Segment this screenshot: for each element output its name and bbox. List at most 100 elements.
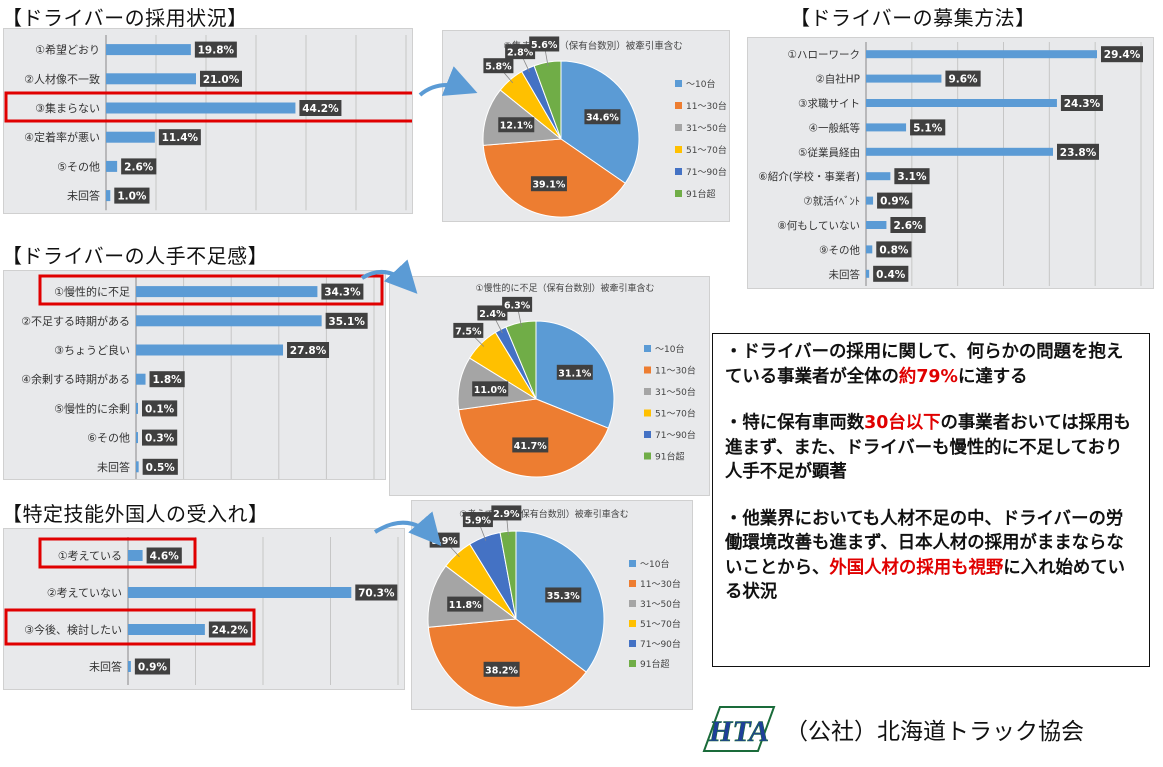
bar [136,315,322,327]
pie-data-label: 6.3% [502,296,533,327]
svg-text:51～70台: 51～70台 [686,144,727,156]
svg-text:1.8%: 1.8% [153,374,183,386]
pie-data-label: 41.7% [512,437,549,453]
svg-text:91台超: 91台超 [640,658,669,670]
data-label: 0.3% [142,429,178,446]
bar [106,160,118,172]
svg-text:21.0%: 21.0% [203,74,240,86]
data-label: 5.1% [910,119,946,136]
legend-entry: 71～90台 [629,638,681,650]
highlight-box [4,91,412,123]
legend-entry: 51～70台 [675,144,727,156]
category-label: ①考えている [58,550,122,563]
category-label: ⑧何もしていない [777,219,860,232]
data-label: 21.0% [200,70,242,87]
data-label: 0.8% [876,241,912,258]
pie-data-label: 7.5% [453,322,485,347]
svg-text:35.1%: 35.1% [328,316,365,328]
svg-text:91台超: 91台超 [686,188,715,200]
svg-text:1.0%: 1.0% [117,191,147,203]
foreign-bar-chart: ①考えている 4.6% ②考えていない 70.3% ③今後、検討したい 24.2% 未回答 0… [3,528,405,690]
pie-data-label: 2.8% [505,44,536,73]
bar [866,245,873,254]
svg-text:44.2%: 44.2% [302,103,339,115]
data-label: 23.8% [1057,143,1099,160]
category-label: ⑨その他 [819,243,860,256]
pie-data-label: 11.8% [447,596,484,612]
category-label: ⑤慢性的に余剰 [54,401,130,415]
svg-text:～10台: ～10台 [640,558,669,570]
pie-data-label: 2.4% [477,305,508,334]
legend-entry: ～10台 [675,78,715,90]
legend-entry: ～10台 [644,343,684,355]
bar [106,131,155,143]
svg-text:2.6%: 2.6% [893,220,923,232]
svg-text:2.8%: 2.8% [507,48,534,59]
category-label: ①希望どおり [35,43,100,57]
svg-text:91台超: 91台超 [655,451,684,463]
data-label: 0.1% [142,400,178,417]
data-label: 27.8% [287,342,330,358]
svg-text:71～90台: 71～90台 [640,638,681,650]
svg-text:51～70台: 51～70台 [640,618,681,630]
svg-text:11～30台: 11～30台 [640,578,681,590]
legend-entry: 31～50台 [675,122,727,134]
svg-text:31.1%: 31.1% [558,368,591,379]
note-hiring-highlight: 約79% [898,366,958,387]
data-label: 4.6% [146,547,182,564]
pie-data-label: 39.1% [530,176,567,192]
svg-text:11.0%: 11.0% [474,385,507,396]
bar [866,123,907,132]
bar [866,147,1053,156]
data-label: 24.2% [208,621,251,638]
pie-data-label: 35.3% [545,587,582,603]
bar [128,587,352,598]
pie-data-label: 5.8% [483,58,514,84]
data-label: 0.9% [877,192,913,209]
data-label: 24.3% [1060,95,1103,111]
category-label: ②不足する時期がある [21,314,130,328]
svg-text:9.6%: 9.6% [948,74,978,86]
data-label: 11.4% [158,129,201,146]
data-label: 3.1% [894,168,930,185]
hiring-pie-chart: ③集まらない（保有台数別）被牽引車含む 34.6% 39.1% 12.1% 5.8% 2.… [442,30,730,222]
category-label: 未回答 [97,460,130,474]
svg-text:0.9%: 0.9% [138,662,168,674]
hiring-section-title: 【ドライバーの採用状況】 [2,6,248,30]
data-label: 34.3% [321,283,364,300]
category-label: ⑥その他 [87,432,130,445]
svg-text:7.5%: 7.5% [455,326,482,337]
category-label: 未回答 [67,189,100,203]
bar [866,74,942,83]
svg-text:2.6%: 2.6% [124,161,154,173]
data-label: 0.5% [142,458,178,475]
data-label: 9.6% [945,70,981,87]
bar [136,286,318,298]
category-label: 未回答 [829,268,861,281]
category-label: ③ちょうど良い [54,343,130,357]
svg-text:23.8%: 23.8% [1060,147,1097,159]
data-label: 2.6% [121,158,157,175]
data-label: 19.8% [194,41,237,58]
legend-entry: 31～50台 [644,386,696,398]
svg-text:2.9%: 2.9% [493,509,520,520]
data-label: 1.0% [114,187,150,204]
svg-text:0.5%: 0.5% [146,462,176,474]
bar [136,344,284,356]
svg-text:39.1%: 39.1% [532,180,565,191]
svg-text:11.8%: 11.8% [449,600,482,611]
hta-logo: HTA [702,706,776,752]
pie-title: ①慢性的に不足（保有台数別）被牽引車含む [475,282,654,294]
shortage-bar-chart: ①慢性的に不足 34.3% ②不足する時期がある 35.1% ③ちょうど良い 27.8% ④… [3,270,386,480]
legend-entry: 51～70台 [629,618,681,630]
pie-data-label: 12.1% [498,117,535,133]
svg-text:70.3%: 70.3% [358,588,395,600]
svg-text:0.3%: 0.3% [145,433,175,445]
category-label: ③集まらない [35,101,100,115]
bar [106,73,196,85]
note-small-operators-highlight: 30台以下 [864,413,941,433]
pie-data-label: 34.6% [584,109,621,125]
shortage-section-title: 【ドライバーの人手不足感】 [2,244,269,268]
svg-text:0.4%: 0.4% [876,269,906,281]
svg-text:3.1%: 3.1% [897,171,927,183]
